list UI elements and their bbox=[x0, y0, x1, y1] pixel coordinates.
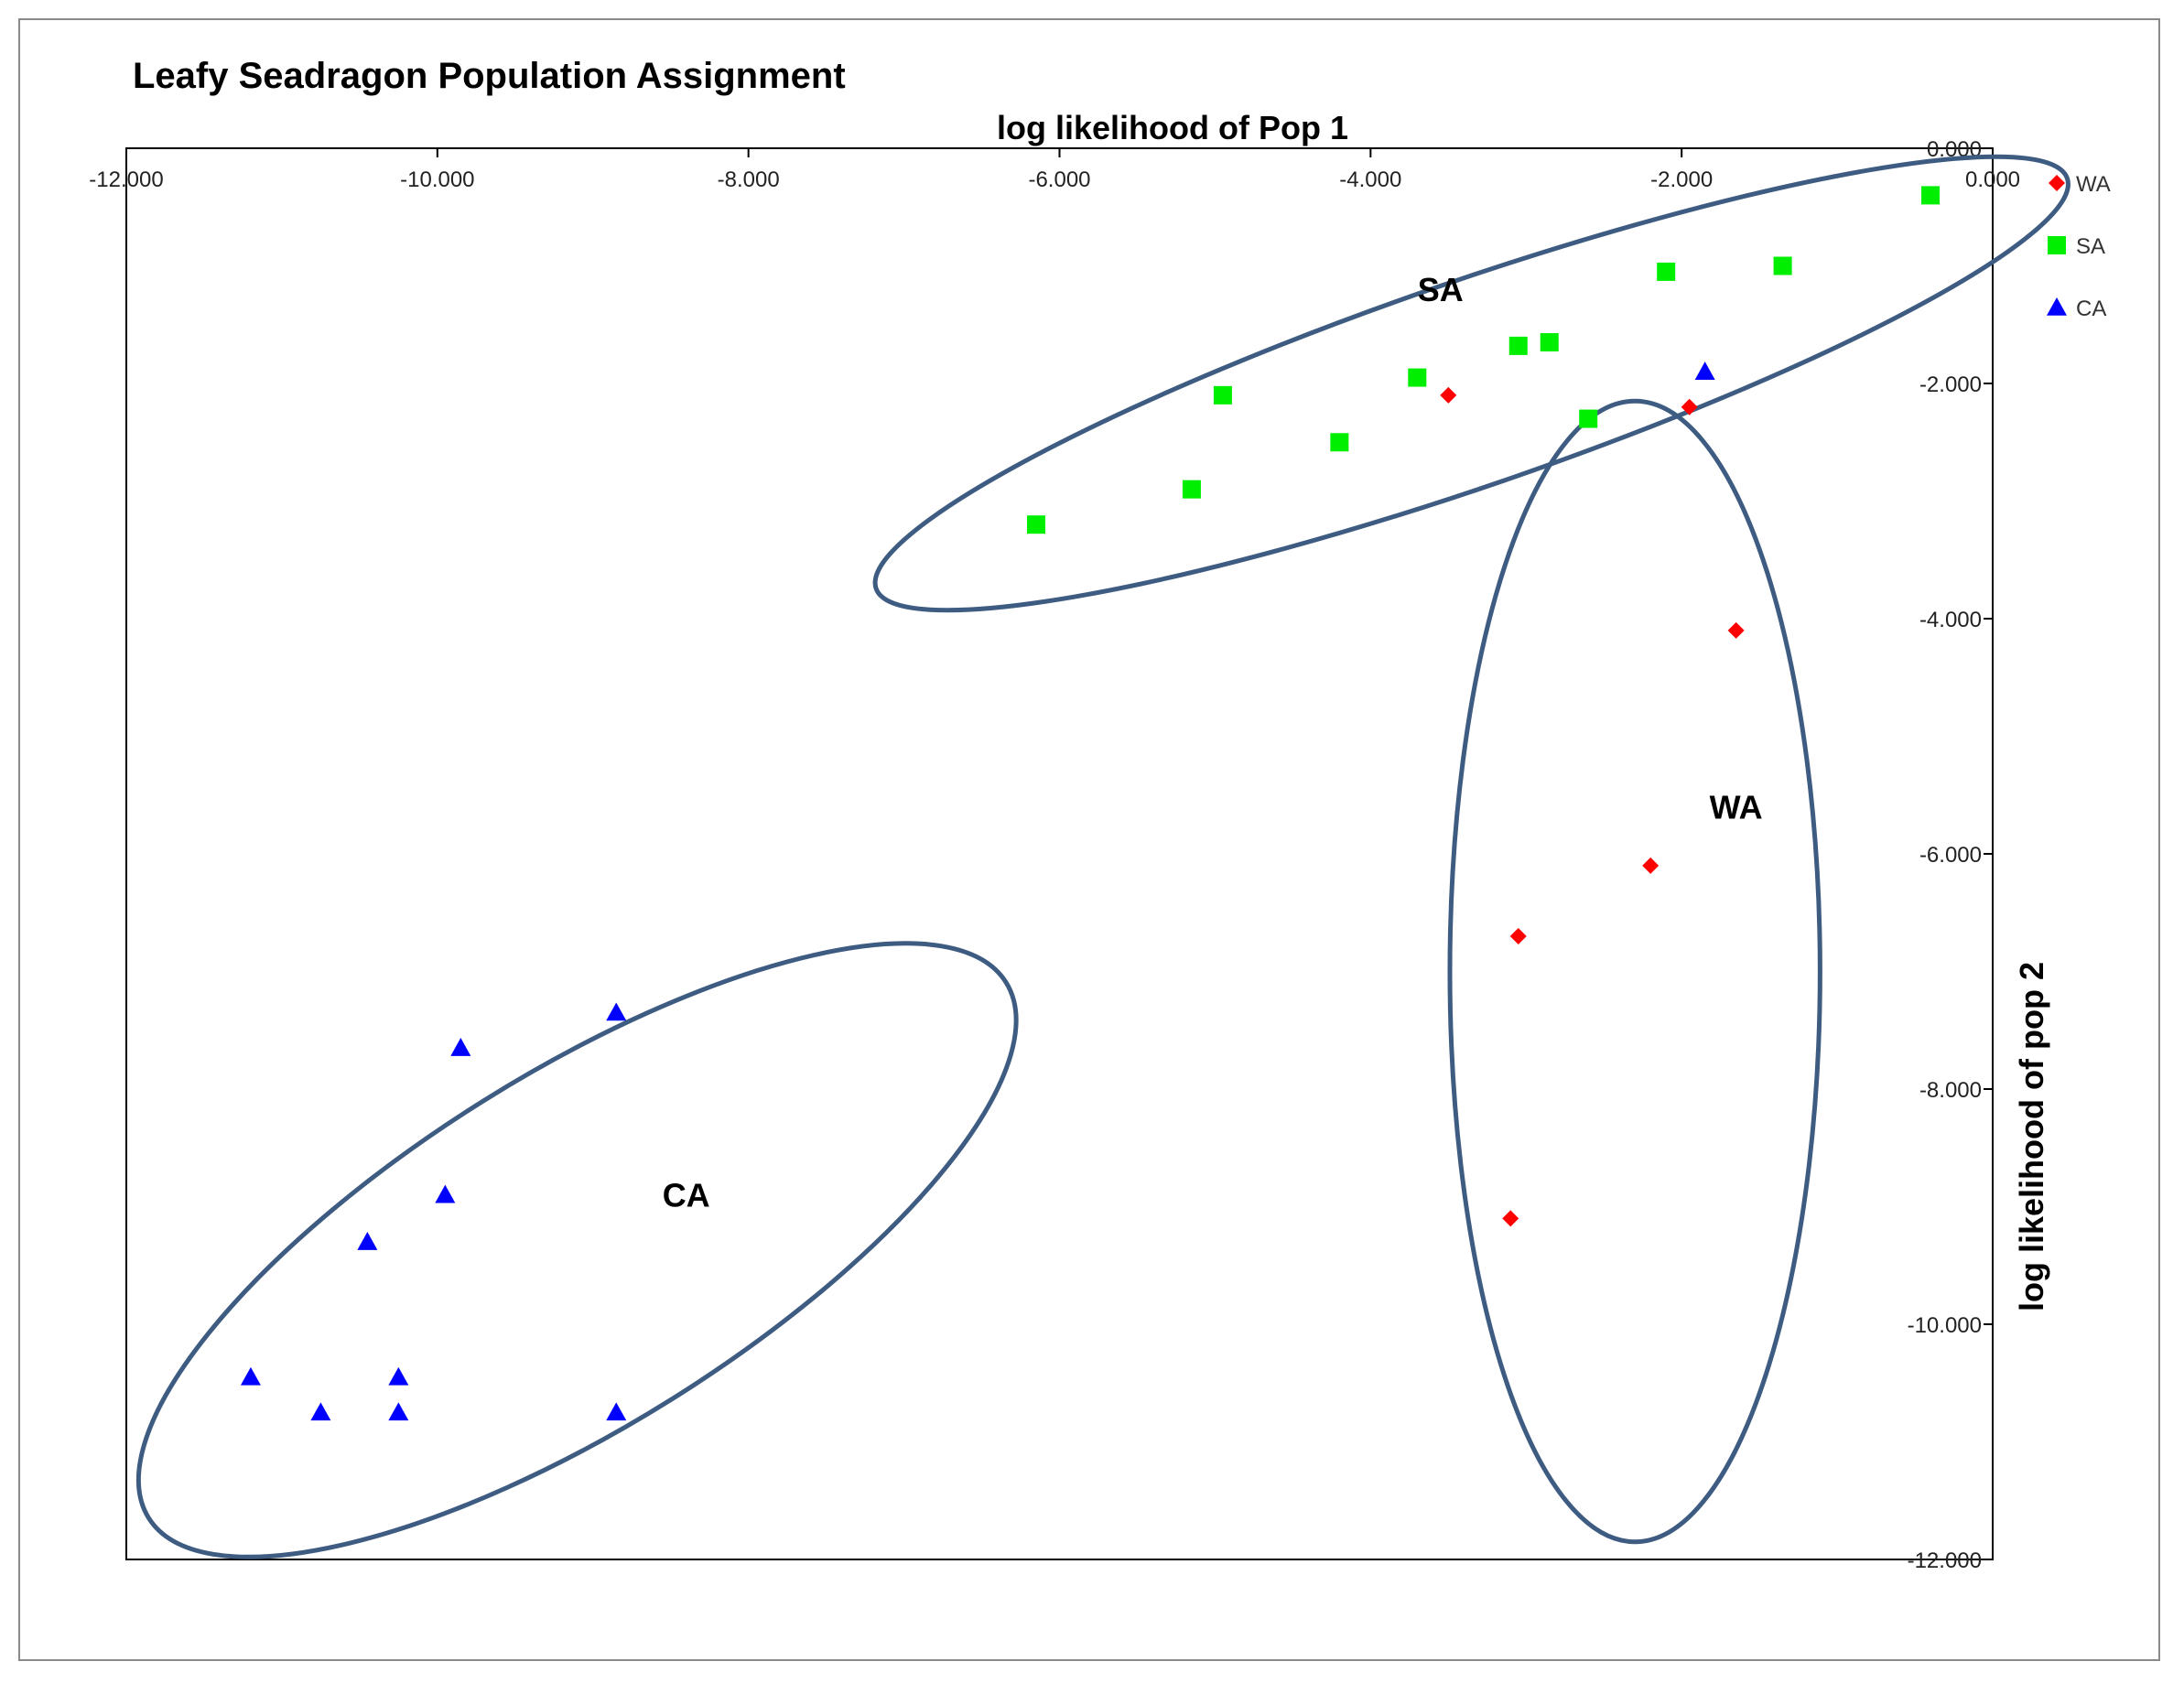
plot-area: -12.000 -10.000 -8.000 -6.000 -4.000 -2.000 0.… bbox=[89, 137, 2070, 1573]
data-point-ca bbox=[450, 1038, 471, 1056]
cluster-ellipse-ca bbox=[135, 941, 1019, 1559]
data-point-sa bbox=[1213, 385, 1232, 405]
cluster-label-ca: CA bbox=[663, 1177, 710, 1214]
y-axis-title: log likelihood of pop 2 bbox=[2013, 962, 2050, 1311]
data-point-sa bbox=[1921, 186, 1941, 205]
data-point-wa bbox=[1642, 857, 1660, 874]
plot-border bbox=[125, 147, 1994, 1560]
data-point-sa bbox=[1330, 433, 1349, 452]
legend-label-ca: CA bbox=[2076, 297, 2106, 321]
data-point-ca bbox=[388, 1366, 409, 1386]
scatter-chart: Leafy Seadragon Population Assignment lo… bbox=[89, 56, 2111, 1573]
legend-marker-sa bbox=[2048, 236, 2066, 254]
legend-marker-ca bbox=[2047, 297, 2067, 316]
x-tick-label: -8.000 bbox=[718, 167, 780, 192]
y-tick-label: -2.000 bbox=[1919, 372, 1982, 397]
data-point-wa bbox=[1509, 927, 1527, 944]
data-point-ca bbox=[606, 1002, 627, 1021]
cluster-ellipse-wa bbox=[1447, 398, 1822, 1545]
data-point-ca bbox=[606, 1402, 627, 1421]
data-point-ca bbox=[240, 1366, 261, 1386]
cluster-label-sa: SA bbox=[1418, 271, 1464, 308]
x-tick-label: -2.000 bbox=[1650, 167, 1713, 192]
data-point-sa bbox=[1657, 262, 1676, 281]
data-point-sa bbox=[1540, 333, 1559, 352]
y-tick-label: -8.000 bbox=[1919, 1078, 1982, 1103]
cluster-ellipse-sa bbox=[872, 154, 2070, 613]
chart-frame: Leafy Seadragon Population Assignment lo… bbox=[18, 18, 2160, 1661]
data-point-sa bbox=[1579, 409, 1598, 428]
y-tick-label: -12.000 bbox=[1908, 1548, 1982, 1573]
y-tick-label: -4.000 bbox=[1919, 608, 1982, 632]
y-tick-label: -6.000 bbox=[1919, 843, 1982, 868]
data-point-ca bbox=[388, 1402, 409, 1421]
cluster-label-wa: WA bbox=[1710, 788, 1763, 825]
y-tick-label: -10.000 bbox=[1908, 1313, 1982, 1338]
x-tick-label: -6.000 bbox=[1028, 167, 1090, 192]
data-point-wa bbox=[1681, 398, 1698, 415]
data-point-ca bbox=[435, 1184, 456, 1203]
x-tick-label: -4.000 bbox=[1339, 167, 1401, 192]
legend-marker-wa bbox=[2049, 175, 2065, 191]
data-point-wa bbox=[1440, 386, 1457, 404]
data-point-sa bbox=[1182, 480, 1201, 499]
data-point-sa bbox=[1027, 515, 1046, 534]
data-point-wa bbox=[1727, 621, 1745, 639]
data-point-sa bbox=[1508, 336, 1528, 355]
data-point-ca bbox=[357, 1232, 378, 1250]
data-point-ca bbox=[1694, 361, 1715, 380]
chart-title: Leafy Seadragon Population Assignment bbox=[133, 56, 846, 96]
x-tick-label: -10.000 bbox=[400, 167, 474, 192]
x-axis-title: log likelihood of Pop 1 bbox=[997, 109, 1348, 146]
x-tick-label: 0.000 bbox=[1965, 167, 2020, 192]
data-point-sa bbox=[1408, 368, 1427, 387]
data-point-wa bbox=[1502, 1210, 1519, 1227]
legend-label-sa: SA bbox=[2076, 234, 2105, 259]
legend-label-wa: WA bbox=[2076, 172, 2111, 197]
data-point-sa bbox=[1773, 256, 1792, 275]
legend: WA SA CA bbox=[2047, 172, 2111, 321]
x-tick-label: -12.000 bbox=[89, 167, 163, 192]
data-point-ca bbox=[310, 1402, 331, 1421]
